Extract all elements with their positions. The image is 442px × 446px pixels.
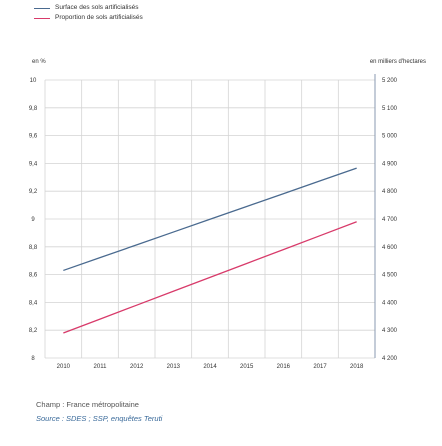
left-tick-label: 9,6 — [29, 134, 38, 140]
legend-label: Surface des sols artificialisés — [55, 4, 139, 11]
right-tick-label: 5 200 — [382, 78, 398, 84]
x-tick-label: 2016 — [277, 364, 291, 370]
series-line — [63, 167, 357, 272]
x-tick-label: 2017 — [313, 364, 327, 370]
series-line — [63, 221, 357, 334]
right-tick-label: 4 400 — [382, 300, 398, 306]
left-tick-label: 9,2 — [29, 189, 38, 195]
left-tick-label: 8,8 — [29, 245, 38, 251]
x-tick-label: 2015 — [240, 364, 254, 370]
left-tick-label: 8,6 — [29, 273, 38, 279]
legend-swatch — [34, 17, 50, 19]
left-tick-label: 9,4 — [29, 161, 38, 167]
right-tick-label: 4 700 — [382, 217, 398, 223]
line-chart: 8 8,2 8,4 8,6 8,8 9 9,2 9,4 9,6 9,8 10 4 200 4 300 4 … — [29, 74, 398, 370]
left-axis-unit: en % — [32, 59, 46, 65]
right-tick-label: 4 300 — [382, 328, 398, 334]
left-tick-label: 9,8 — [29, 106, 38, 112]
x-tick-label: 2018 — [350, 364, 364, 370]
legend-label: Proportion de sols artificialisés — [55, 14, 143, 21]
left-tick-label: 8 — [31, 356, 35, 362]
right-tick-label: 4 200 — [382, 356, 398, 362]
legend-item: Proportion de sols artificialisés — [34, 13, 143, 23]
champ-note: Champ : France métropolitaine — [36, 400, 139, 409]
x-tick-label: 2013 — [167, 364, 181, 370]
right-tick-label: 5 100 — [382, 106, 398, 112]
legend-item: Surface des sols artificialisés — [34, 3, 143, 13]
left-tick-label: 10 — [30, 78, 37, 84]
x-tick-label: 2012 — [130, 364, 144, 370]
right-tick-label: 4 900 — [382, 161, 398, 167]
left-tick-label: 8,2 — [29, 328, 38, 334]
right-tick-label: 5 000 — [382, 134, 398, 140]
right-axis-unit: en milliers d'hectares — [369, 59, 426, 65]
right-tick-label: 4 500 — [382, 273, 398, 279]
right-tick-label: 4 600 — [382, 245, 398, 251]
left-tick-label: 9 — [31, 217, 35, 223]
chart-legend: Surface des sols artificialisés Proportio… — [34, 3, 143, 23]
x-tick-label: 2010 — [57, 364, 71, 370]
x-tick-label: 2014 — [203, 364, 217, 370]
right-tick-label: 4 800 — [382, 189, 398, 195]
left-tick-label: 8,4 — [29, 300, 38, 306]
legend-swatch — [34, 7, 50, 9]
x-tick-label: 2011 — [94, 364, 108, 370]
source-note: Source : SDES ; SSP, enquêtes Teruti — [36, 414, 163, 423]
